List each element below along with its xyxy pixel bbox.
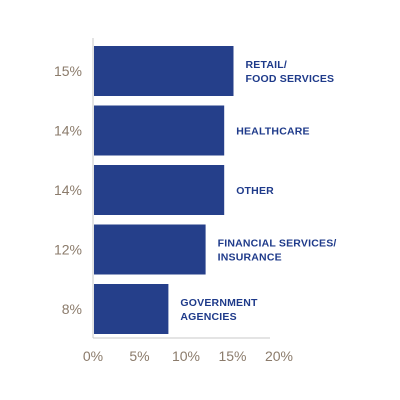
x-ticks-layer: 0% 5% 10% 15% 20% <box>83 348 293 364</box>
value-label: 14% <box>54 123 82 139</box>
category-label: OTHER <box>236 185 274 197</box>
category-label-line: FINANCIAL SERVICES/ <box>218 238 337 250</box>
x-tick-label: 0% <box>83 348 103 364</box>
value-label: 15% <box>54 63 82 79</box>
category-label: GOVERNMENT AGENCIES <box>180 297 258 323</box>
category-label-line: AGENCIES <box>180 311 236 323</box>
bar <box>94 46 234 96</box>
value-label: 8% <box>62 301 82 317</box>
value-labels-layer: 15% 14% 14% 12% 8% <box>54 63 82 317</box>
category-label-line: OTHER <box>236 185 274 197</box>
value-label: 12% <box>54 242 82 258</box>
x-tick-label: 5% <box>129 348 149 364</box>
value-label: 14% <box>54 182 82 198</box>
x-tick-label: 20% <box>265 348 293 364</box>
bar <box>94 224 206 275</box>
bars-layer <box>94 46 234 334</box>
category-label-line: RETAIL/ <box>246 59 287 71</box>
category-label-line: GOVERNMENT <box>180 297 258 309</box>
bar <box>94 165 225 215</box>
bar <box>94 105 225 156</box>
bar <box>94 284 169 334</box>
x-tick-label: 10% <box>172 348 200 364</box>
category-label: RETAIL/FOOD SERVICES <box>246 59 335 85</box>
category-label-line: INSURANCE <box>218 252 282 264</box>
category-label-line: HEALTHCARE <box>236 126 310 138</box>
x-tick-label: 15% <box>218 348 246 364</box>
category-label: HEALTHCARE <box>236 126 310 138</box>
category-label: FINANCIAL SERVICES/INSURANCE <box>218 238 337 264</box>
category-labels-layer: RETAIL/FOOD SERVICES HEALTHCARE OTHER FINAN… <box>180 59 336 323</box>
category-label-line: FOOD SERVICES <box>246 73 335 85</box>
